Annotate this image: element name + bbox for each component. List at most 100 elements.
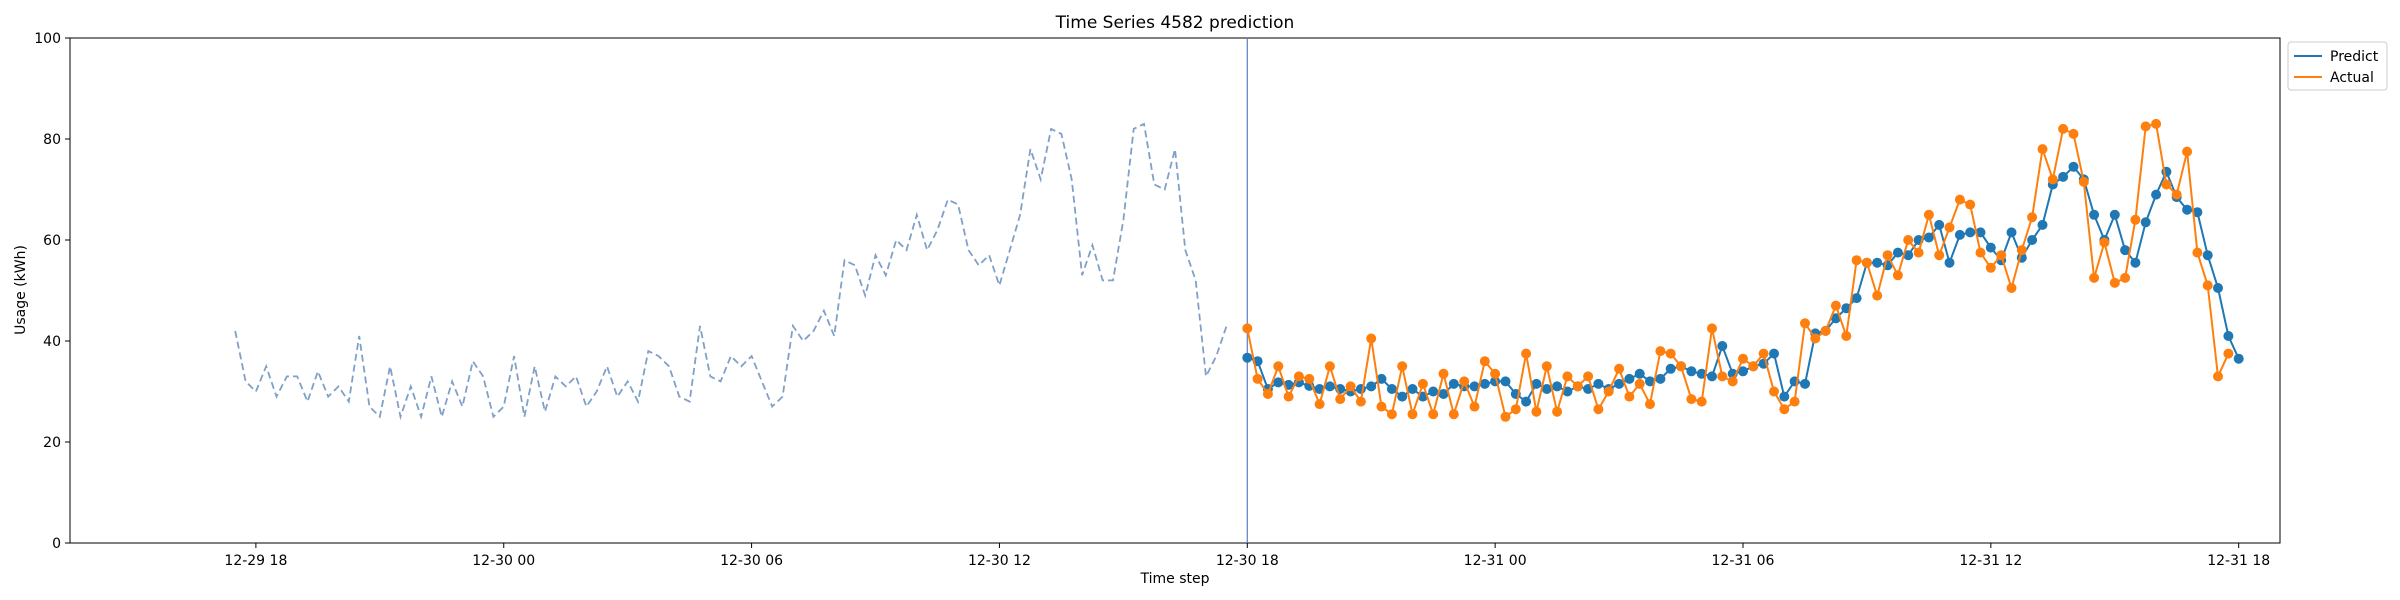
y-tick-label: 60	[43, 233, 61, 249]
actual-point	[1800, 318, 1810, 329]
actual-point	[1779, 404, 1790, 415]
actual-point	[1748, 361, 1759, 372]
predict-point	[2089, 209, 2100, 220]
actual-point	[1830, 300, 1841, 311]
chart-title: Time Series 4582 prediction	[1055, 13, 1295, 33]
x-tick-label: 12-31 00	[1464, 553, 1527, 569]
actual-point	[2202, 280, 2213, 291]
predict-point	[1469, 381, 1480, 392]
x-tick-label: 12-30 18	[1216, 553, 1279, 569]
history-series	[234, 122, 1228, 421]
actual-point	[1562, 371, 1573, 382]
y-tick-label: 20	[43, 435, 61, 451]
predict-point	[1872, 257, 1883, 268]
actual-point	[1810, 333, 1821, 344]
actual-point	[1572, 381, 1583, 392]
plot-area	[69, 37, 2281, 544]
predict-point	[1376, 373, 1387, 384]
actual-point	[1769, 386, 1779, 397]
predict-point	[1800, 378, 1810, 389]
predict-point	[1954, 229, 1965, 240]
actual-point	[1717, 371, 1728, 382]
predict-point	[1448, 378, 1459, 389]
actual-point	[1386, 409, 1397, 420]
actual-point	[1820, 325, 1831, 336]
predict-point	[2027, 235, 2038, 245]
actual-point	[1273, 361, 1284, 372]
predict-point	[2223, 331, 2234, 341]
actual-point	[2068, 128, 2079, 139]
predict-point	[2213, 283, 2223, 293]
x-axis-title: Time step	[1140, 571, 1210, 587]
predict-point	[2233, 353, 2244, 364]
actual-point	[1738, 353, 1748, 364]
actual-point	[1314, 399, 1325, 410]
actual-point	[1304, 373, 1315, 384]
predict-point	[2130, 257, 2141, 268]
actual-point	[2089, 272, 2100, 283]
actual-point	[2171, 189, 2182, 200]
predict-point	[2151, 189, 2162, 200]
predict-point	[1934, 219, 1945, 230]
predict-point	[1965, 227, 1976, 238]
actual-point	[2140, 121, 2151, 132]
predict-point	[1665, 363, 1676, 374]
actual-point	[2016, 245, 2027, 256]
actual-point	[1944, 222, 1955, 233]
predict-point	[1779, 391, 1790, 402]
predict-point	[1614, 378, 1625, 389]
actual-point	[2213, 371, 2223, 382]
actual-point	[1603, 386, 1614, 397]
actual-point	[2151, 118, 2162, 129]
predict-point	[1562, 386, 1573, 397]
actual-point	[1614, 363, 1625, 374]
actual-point	[1696, 396, 1707, 407]
actual-point	[1789, 396, 1800, 407]
forecast-series	[1242, 118, 2244, 422]
actual-point	[1510, 404, 1521, 415]
legend-label-predict: Predict	[2330, 49, 2379, 65]
predict-point	[1242, 352, 1253, 363]
actual-point	[1345, 381, 1356, 392]
actual-point	[1686, 394, 1697, 405]
actual-point	[1417, 378, 1428, 389]
actual-point	[1624, 391, 1635, 402]
predict-point	[2120, 245, 2131, 256]
predict-point	[2068, 161, 2079, 172]
x-tick-label: 12-29 18	[224, 553, 287, 569]
actual-point	[1758, 348, 1769, 359]
x-tick-label: 12-30 06	[720, 553, 783, 569]
predict-point	[1717, 341, 1728, 351]
y-tick-label: 100	[34, 31, 61, 47]
predict-point	[1521, 396, 1532, 407]
actual-point	[1903, 235, 1914, 245]
predict-point	[1428, 386, 1439, 397]
actual-point	[2130, 214, 2141, 225]
predict-point	[1541, 384, 1552, 394]
actual-point	[1407, 409, 1418, 420]
predict-point	[1923, 232, 1934, 243]
x-tick-label: 12-31 12	[1959, 553, 2022, 569]
actual-point	[1645, 399, 1655, 410]
actual-point	[1397, 361, 1408, 372]
actual-point	[1634, 378, 1645, 389]
x-axis: 12-29 18 12-30 00 12-30 06 12-30 12 12-30 18…	[224, 543, 2270, 569]
actual-point	[1655, 346, 1666, 357]
actual-point	[1283, 391, 1294, 402]
actual-point	[1996, 250, 2007, 261]
actual-point	[2047, 174, 2058, 185]
predict-point	[1769, 348, 1779, 359]
y-axis-title: Usage (kWh)	[13, 245, 29, 335]
actual-point	[2192, 247, 2203, 258]
predict-point	[1686, 366, 1697, 377]
y-tick-label: 0	[52, 536, 61, 552]
actual-point	[1479, 356, 1490, 367]
actual-point	[2006, 283, 2017, 293]
predict-point	[1273, 377, 1284, 388]
legend-label-actual: Actual	[2330, 70, 2374, 86]
x-tick-label: 12-30 12	[968, 553, 1031, 569]
actual-point	[1500, 411, 1511, 422]
predict-point	[1386, 384, 1397, 394]
predict-point	[1634, 368, 1645, 379]
actual-point	[1438, 368, 1449, 379]
